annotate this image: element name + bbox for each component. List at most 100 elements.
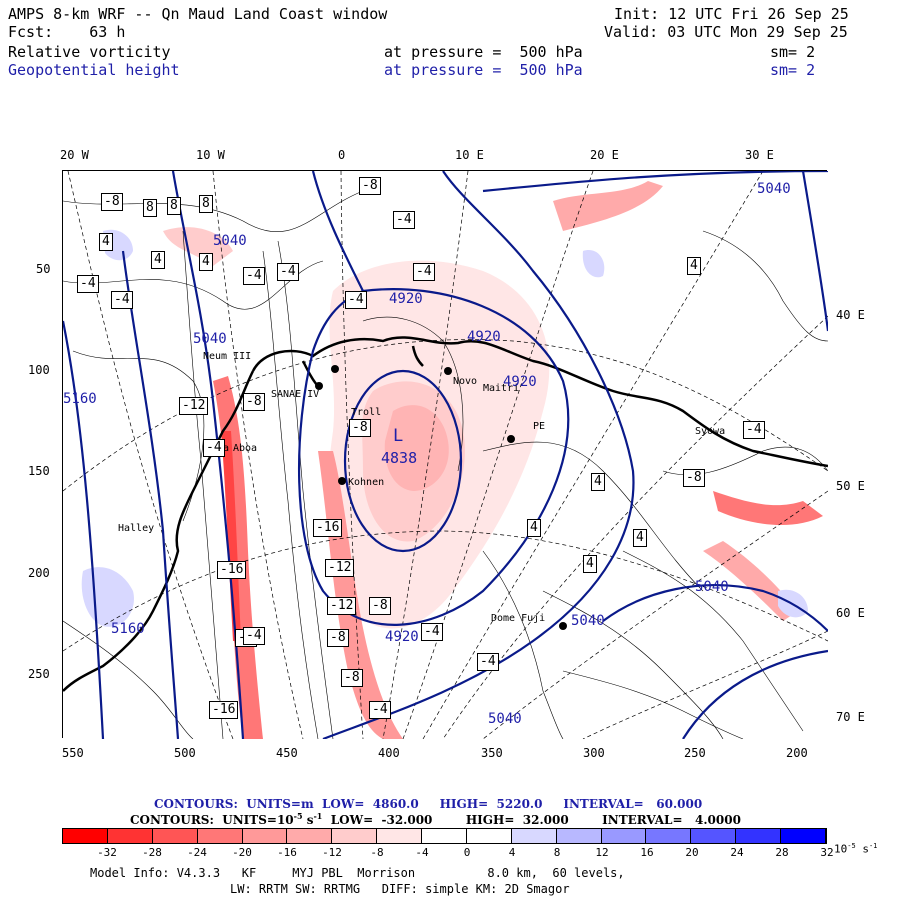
- colorbar-swatch: [63, 829, 108, 843]
- top-lon-label: 20 W: [60, 148, 89, 162]
- bottom-x-label: 550: [62, 746, 84, 760]
- vorticity-value-box: -4: [369, 701, 391, 719]
- station-label: SANAE IV: [271, 389, 320, 400]
- top-lon-label: 10 W: [196, 148, 225, 162]
- right-lon-label: 40 E: [836, 308, 865, 322]
- colorbar-swatch: [781, 829, 826, 843]
- colorbar-tick-label: 4: [508, 846, 516, 859]
- vorticity-value-box: 4: [199, 253, 213, 271]
- station-label: Aboa: [233, 443, 258, 454]
- map-panel: L 4838 Neum III SANAE IV Troll Novo Mait…: [61, 169, 830, 741]
- station-label: Halley: [118, 523, 155, 534]
- colorbar-tick-label: 20: [685, 846, 699, 859]
- colorbar-tick-label: -12: [322, 846, 342, 859]
- height-contour-label: 5160: [63, 391, 97, 407]
- top-lon-label: 20 E: [590, 148, 619, 162]
- vorticity-legend-exp2: -1: [313, 811, 323, 821]
- colorbar-tick-label: 16: [640, 846, 654, 859]
- vorticity-legend-prefix: CONTOURS: UNITS=10: [130, 813, 294, 827]
- vorticity-value-box: -8: [369, 597, 391, 615]
- left-y-label: 100: [28, 363, 50, 377]
- vorticity-value-box: -8: [683, 469, 705, 487]
- left-y-label: 150: [28, 464, 50, 478]
- colorbar-swatch: [107, 829, 153, 843]
- colorbar-tick-label: 24: [730, 846, 744, 859]
- bottom-x-label: 200: [786, 746, 808, 760]
- field1-sm: sm= 2: [770, 43, 816, 61]
- colorbar-tick-label: 0: [463, 846, 471, 859]
- vorticity-value-box: -4: [393, 211, 415, 229]
- vorticity-value-box: -12: [327, 597, 357, 615]
- vorticity-value-box: -8: [349, 419, 371, 437]
- colorbar-swatch: [646, 829, 692, 843]
- vorticity-value-box: 4: [99, 233, 113, 251]
- vorticity-value-box: 8: [167, 197, 181, 215]
- colorbar-unit-s-exp: -1: [868, 842, 878, 850]
- colorbar-tick-label: -32: [97, 846, 117, 859]
- colorbar-swatch: [377, 829, 422, 843]
- vorticity-value-box: -8: [243, 393, 265, 411]
- vorticity-shading: [163, 181, 823, 739]
- vorticity-value-box: 4: [151, 251, 165, 269]
- map-title: AMPS 8-km WRF -- Qn Maud Land Coast wind…: [8, 5, 388, 23]
- left-y-label: 250: [28, 667, 50, 681]
- field2-level: at pressure = 500 hPa: [384, 61, 583, 79]
- colorbar-tick-label: -20: [232, 846, 252, 859]
- height-contour-label: 5040: [193, 331, 227, 347]
- vorticity-value-box: -16: [313, 519, 343, 537]
- vorticity-value-box: -4: [243, 627, 265, 645]
- bottom-x-label: 450: [276, 746, 298, 760]
- station-label: Kohnen: [348, 477, 385, 488]
- height-contour-label: 4920: [503, 374, 537, 390]
- vorticity-legend-exp: -5: [293, 811, 303, 821]
- vorticity-value-box: 4: [591, 473, 605, 491]
- field1-level: at pressure = 500 hPa: [384, 43, 583, 61]
- height-contour-label: 5040: [757, 181, 791, 197]
- model-info-line2: LW: RRTM SW: RRTMG DIFF: simple KM: 2D S…: [230, 882, 570, 896]
- vorticity-value-box: -4: [743, 421, 765, 439]
- vorticity-value-box: -4: [277, 263, 299, 281]
- map-canvas: [61, 169, 830, 741]
- vorticity-value-box: -4: [203, 439, 225, 457]
- colorbar-unit-s: s: [862, 842, 869, 856]
- height-contour-label: 5040: [571, 613, 605, 629]
- vorticity-value-box: -4: [243, 267, 265, 285]
- colorbar-tick-label: 32: [820, 846, 834, 859]
- forecast-hour: Fcst: 63 h: [8, 23, 126, 41]
- colorbar-swatch: [556, 829, 602, 843]
- vorticity-value-box: 4: [633, 529, 647, 547]
- colorbar-tick-label: -8: [370, 846, 384, 859]
- colorbar-swatch: [601, 829, 647, 843]
- colorbar-swatch: [197, 829, 243, 843]
- right-lon-label: 50 E: [836, 479, 865, 493]
- field2-name: Geopotential height: [8, 61, 180, 79]
- field1-name: Relative vorticity: [8, 43, 171, 61]
- vorticity-value-box: -4: [421, 623, 443, 641]
- model-info-line1: Model Info: V4.3.3 KF MYJ PBL Morrison 8…: [90, 866, 625, 880]
- colorbar-unit: 10-5 s-1: [834, 842, 877, 856]
- colorbar-labels: -32 -28 -24 -20 -16 -12 -8 -4 0 4 8 12 16 20 24 28 32: [62, 846, 834, 860]
- colorbar-swatch: [736, 829, 781, 843]
- colorbar-unit-base: 10: [834, 842, 848, 856]
- vorticity-value-box: 4: [583, 555, 597, 573]
- station-label: Novo: [453, 376, 478, 387]
- top-lon-label: 0: [338, 148, 346, 162]
- top-lon-label: 30 E: [745, 148, 774, 162]
- height-contour-label: 5040: [695, 579, 729, 595]
- colorbar-tick-label: 28: [775, 846, 789, 859]
- bottom-x-label: 400: [378, 746, 400, 760]
- station-label: Syowa: [695, 426, 726, 437]
- station-label: Neum III: [203, 351, 252, 362]
- colorbar-swatch: [242, 829, 288, 843]
- bottom-x-label: 350: [481, 746, 503, 760]
- colorbar-tick-label: -4: [415, 846, 429, 859]
- colorbar-tick-label: 8: [553, 846, 561, 859]
- colorbar-swatch: [332, 829, 378, 843]
- height-contour-label: 4920: [467, 329, 501, 345]
- colorbar-swatch: [152, 829, 198, 843]
- colorbar-swatch: [511, 829, 557, 843]
- init-time: Init: 12 UTC Fri 26 Sep 25: [614, 5, 849, 23]
- vorticity-value-box: -4: [413, 263, 435, 281]
- colorbar-tick-label: -28: [142, 846, 162, 859]
- field2-sm: sm= 2: [770, 61, 816, 79]
